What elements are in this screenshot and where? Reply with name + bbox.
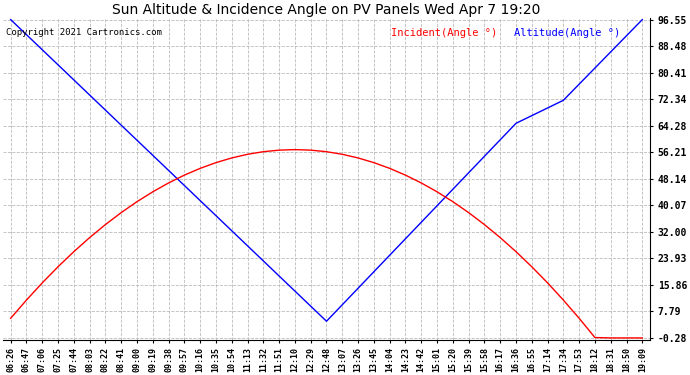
Title: Sun Altitude & Incidence Angle on PV Panels Wed Apr 7 19:20: Sun Altitude & Incidence Angle on PV Pan… [112,3,541,17]
Text: Altitude(Angle °): Altitude(Angle °) [514,28,620,38]
Text: Copyright 2021 Cartronics.com: Copyright 2021 Cartronics.com [6,28,162,37]
Text: Incident(Angle °): Incident(Angle °) [391,28,497,38]
